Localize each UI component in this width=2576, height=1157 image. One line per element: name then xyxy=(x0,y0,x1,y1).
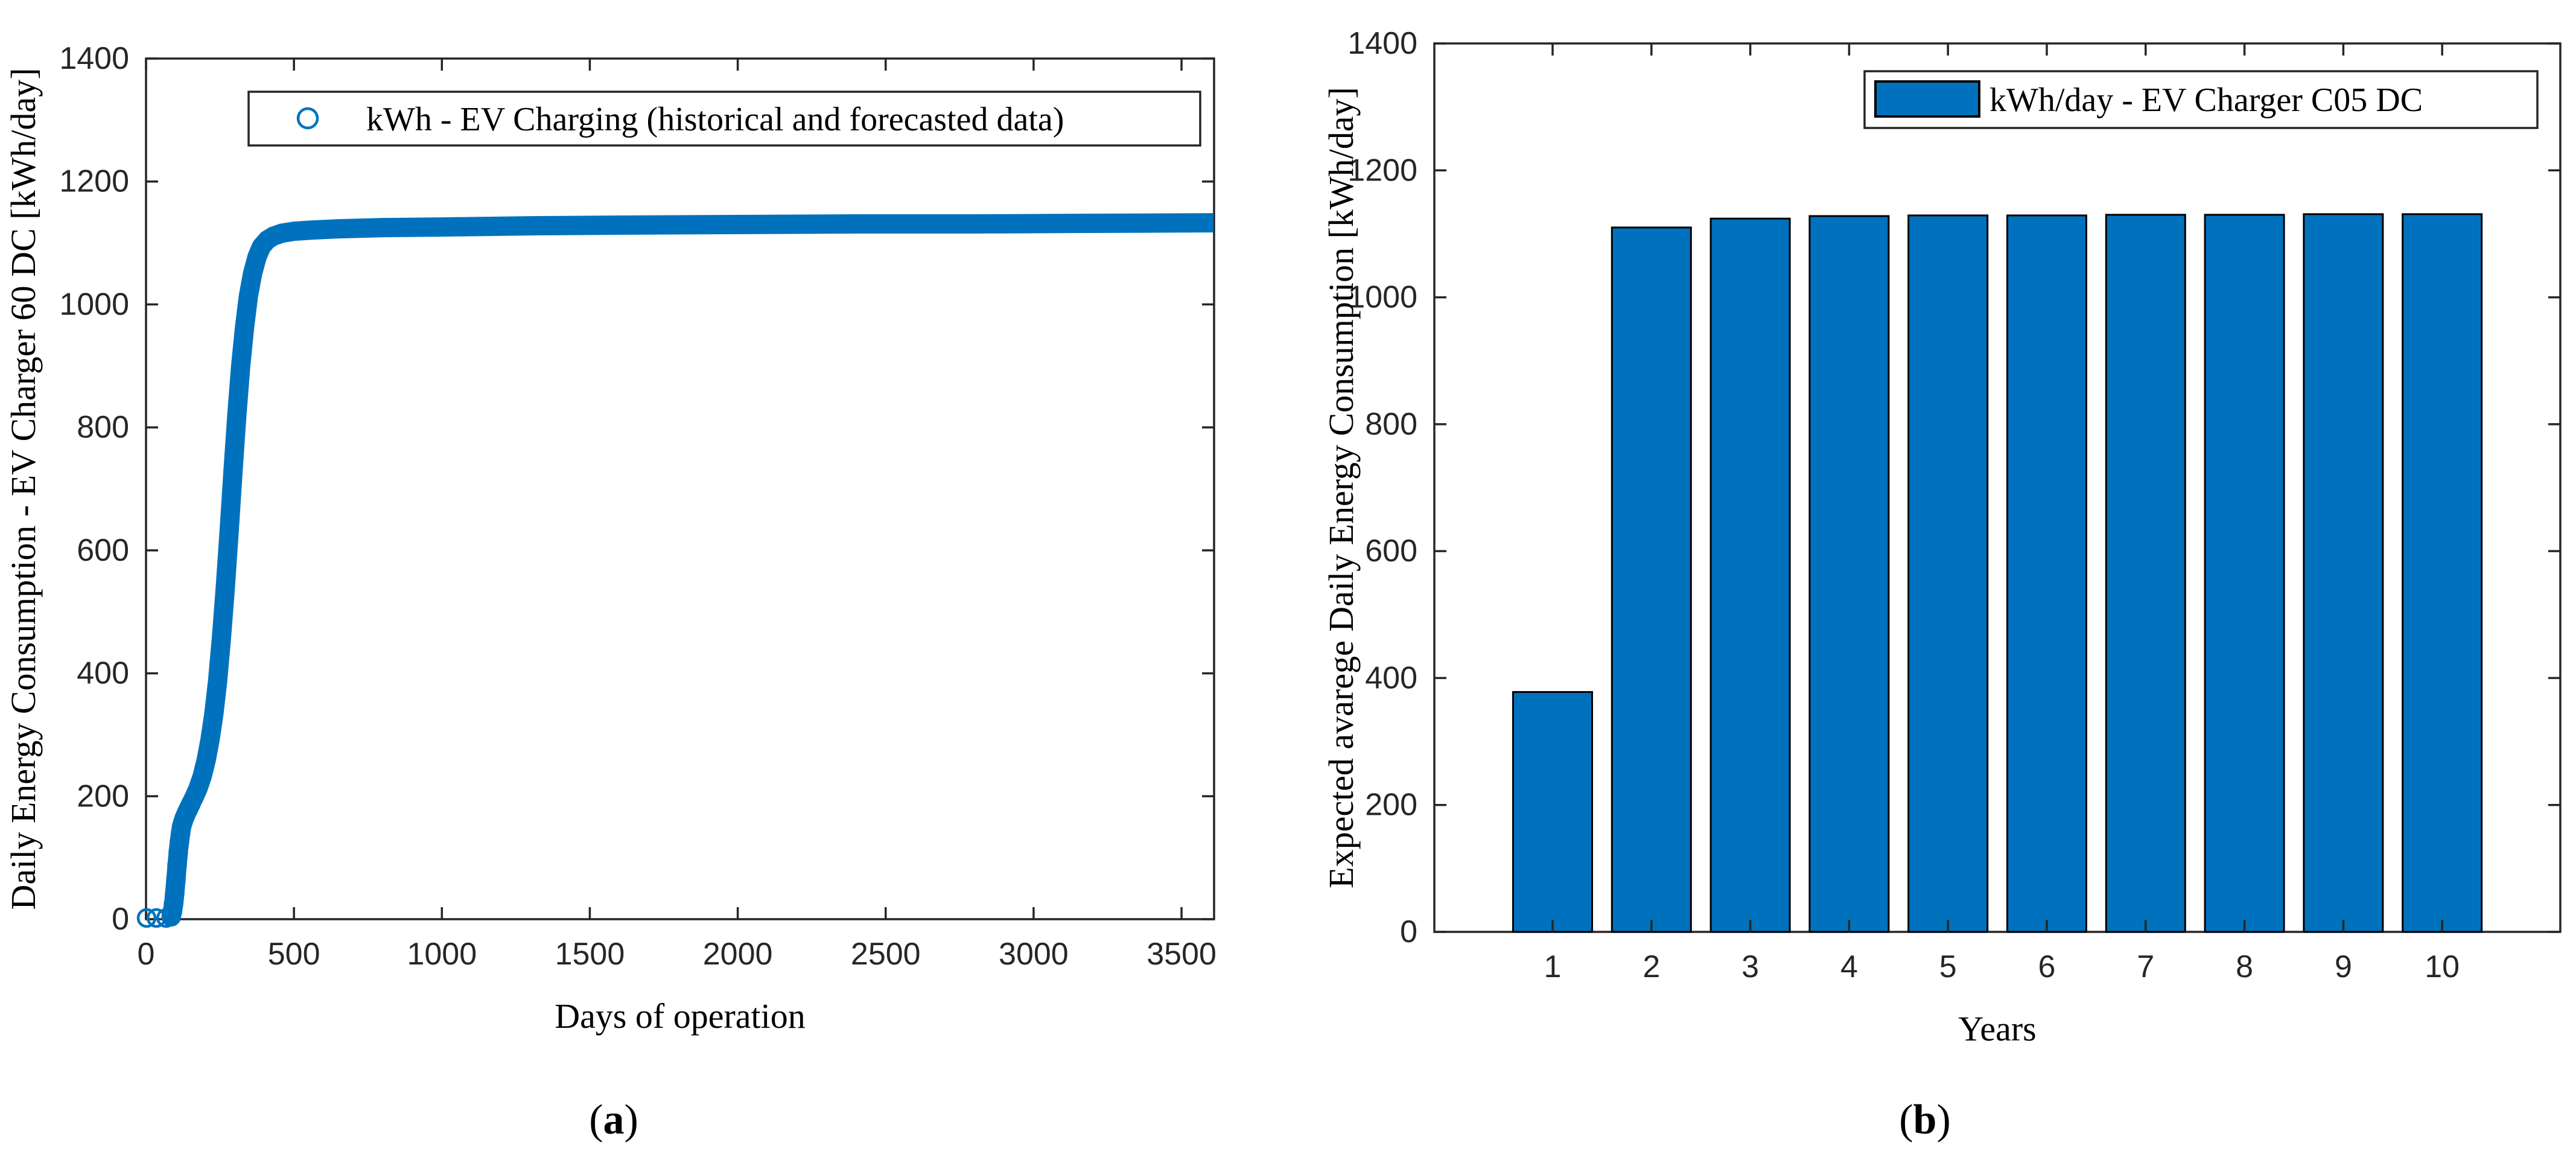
plot-b-frame xyxy=(1433,42,2562,933)
bar xyxy=(1611,226,1692,933)
scatter-marker xyxy=(180,794,201,814)
y-tick-label: 600 xyxy=(1365,534,1417,569)
y-tick-label: 1000 xyxy=(59,287,129,322)
x-tick-label: 500 xyxy=(268,937,320,972)
bar xyxy=(1808,215,1890,933)
bar xyxy=(1709,217,1791,933)
caption-b: (b) xyxy=(1899,1097,1951,1143)
x-tick-label: 3 xyxy=(1741,949,1759,984)
y-tick-label: 1400 xyxy=(59,41,129,76)
scatter-band xyxy=(161,213,1213,926)
legend-a-box xyxy=(247,91,1201,147)
scatter-chart-ev-charging: 0 500 1000 1500 2000 2500 3000 3500 0 200 400 600 80… xyxy=(4,41,1216,1036)
legend-b-square-marker-icon xyxy=(1874,80,1980,118)
x-tick-label: 8 xyxy=(2236,949,2253,984)
legend-a: kWh - EV Charging (historical and foreca… xyxy=(247,91,1201,147)
y-tick-label: 800 xyxy=(77,410,129,445)
scatter-start-markers xyxy=(136,794,201,928)
bar-chart-ev-charger: 1 2 3 4 5 6 7 8 9 10 0 200 400 600 800 1000 1200 1400 kWh… xyxy=(1321,26,2562,1048)
x-tick-label: 9 xyxy=(2335,949,2352,984)
caption-a: (a) xyxy=(589,1097,638,1143)
x-tick-label: 1 xyxy=(1544,949,1562,984)
plot-b-ylabel: Expected avarege Daily Energy Consumptio… xyxy=(1321,87,1361,888)
x-tick-label: 7 xyxy=(2137,949,2154,984)
y-tick-label: 0 xyxy=(1400,914,1417,949)
scatter-marker xyxy=(168,842,188,862)
bar xyxy=(2204,214,2285,933)
legend-a-label: kWh - EV Charging (historical and foreca… xyxy=(366,101,1064,138)
y-tick-label: 400 xyxy=(77,656,129,691)
y-tick-label: 200 xyxy=(1365,788,1417,823)
scatter-marker xyxy=(167,855,187,875)
plot-a-frame xyxy=(145,57,1215,920)
y-tick-label: 1400 xyxy=(1347,26,1417,61)
plot-a-ylabel: Daily Energy Consumption - EV Charger 60… xyxy=(4,68,43,910)
scatter-marker xyxy=(171,823,191,843)
y-tick-label: 1200 xyxy=(1347,153,1417,188)
scatter-marker xyxy=(136,908,157,928)
x-tick-label: 1500 xyxy=(555,937,625,972)
x-tick-label: 5 xyxy=(1939,949,1957,984)
y-tick-label: 1000 xyxy=(1347,280,1417,315)
plot-a-ticks: 0 500 1000 1500 2000 2500 3000 3500 0 200 400 600 80… xyxy=(59,41,1216,972)
x-tick-label: 2000 xyxy=(703,937,773,972)
x-tick-label: 3000 xyxy=(999,937,1069,972)
bar xyxy=(2006,214,2087,933)
x-tick-label: 3500 xyxy=(1146,937,1216,972)
x-tick-label: 2 xyxy=(1643,949,1660,984)
bar xyxy=(2303,213,2384,933)
y-tick-label: 0 xyxy=(112,902,129,937)
scatter-series xyxy=(161,213,1213,926)
x-tick-label: 0 xyxy=(138,937,155,972)
bar xyxy=(2105,214,2186,933)
x-tick-label: 1000 xyxy=(407,937,477,972)
legend-a-circle-marker-icon xyxy=(296,107,319,130)
x-tick-label: 2500 xyxy=(851,937,921,972)
legend-b-label: kWh/day - EV Charger C05 DC xyxy=(1989,81,2423,119)
scatter-marker xyxy=(162,902,182,922)
y-tick-label: 400 xyxy=(1365,660,1417,695)
plot-b-ticks: 1 2 3 4 5 6 7 8 9 10 0 200 400 600 800 1000 1200 1400 xyxy=(1347,26,2560,984)
scatter-marker xyxy=(166,870,186,890)
y-tick-label: 800 xyxy=(1365,407,1417,442)
bar xyxy=(1907,214,1989,933)
bar-series xyxy=(1512,213,2483,933)
plot-b-xlabel: Years xyxy=(1958,1009,2036,1048)
y-tick-label: 200 xyxy=(77,779,129,814)
legend-b: kWh/day - EV Charger C05 DC xyxy=(1863,70,2539,129)
plot-a-xlabel: Days of operation xyxy=(555,996,806,1036)
y-tick-label: 1200 xyxy=(59,164,129,199)
x-tick-label: 4 xyxy=(1840,949,1858,984)
y-tick-label: 600 xyxy=(77,533,129,568)
x-tick-label: 6 xyxy=(2038,949,2056,984)
x-tick-label: 10 xyxy=(2425,949,2460,984)
bar xyxy=(2402,213,2483,933)
scatter-marker xyxy=(165,883,185,904)
scatter-marker xyxy=(164,894,183,914)
bar xyxy=(1512,691,1593,933)
